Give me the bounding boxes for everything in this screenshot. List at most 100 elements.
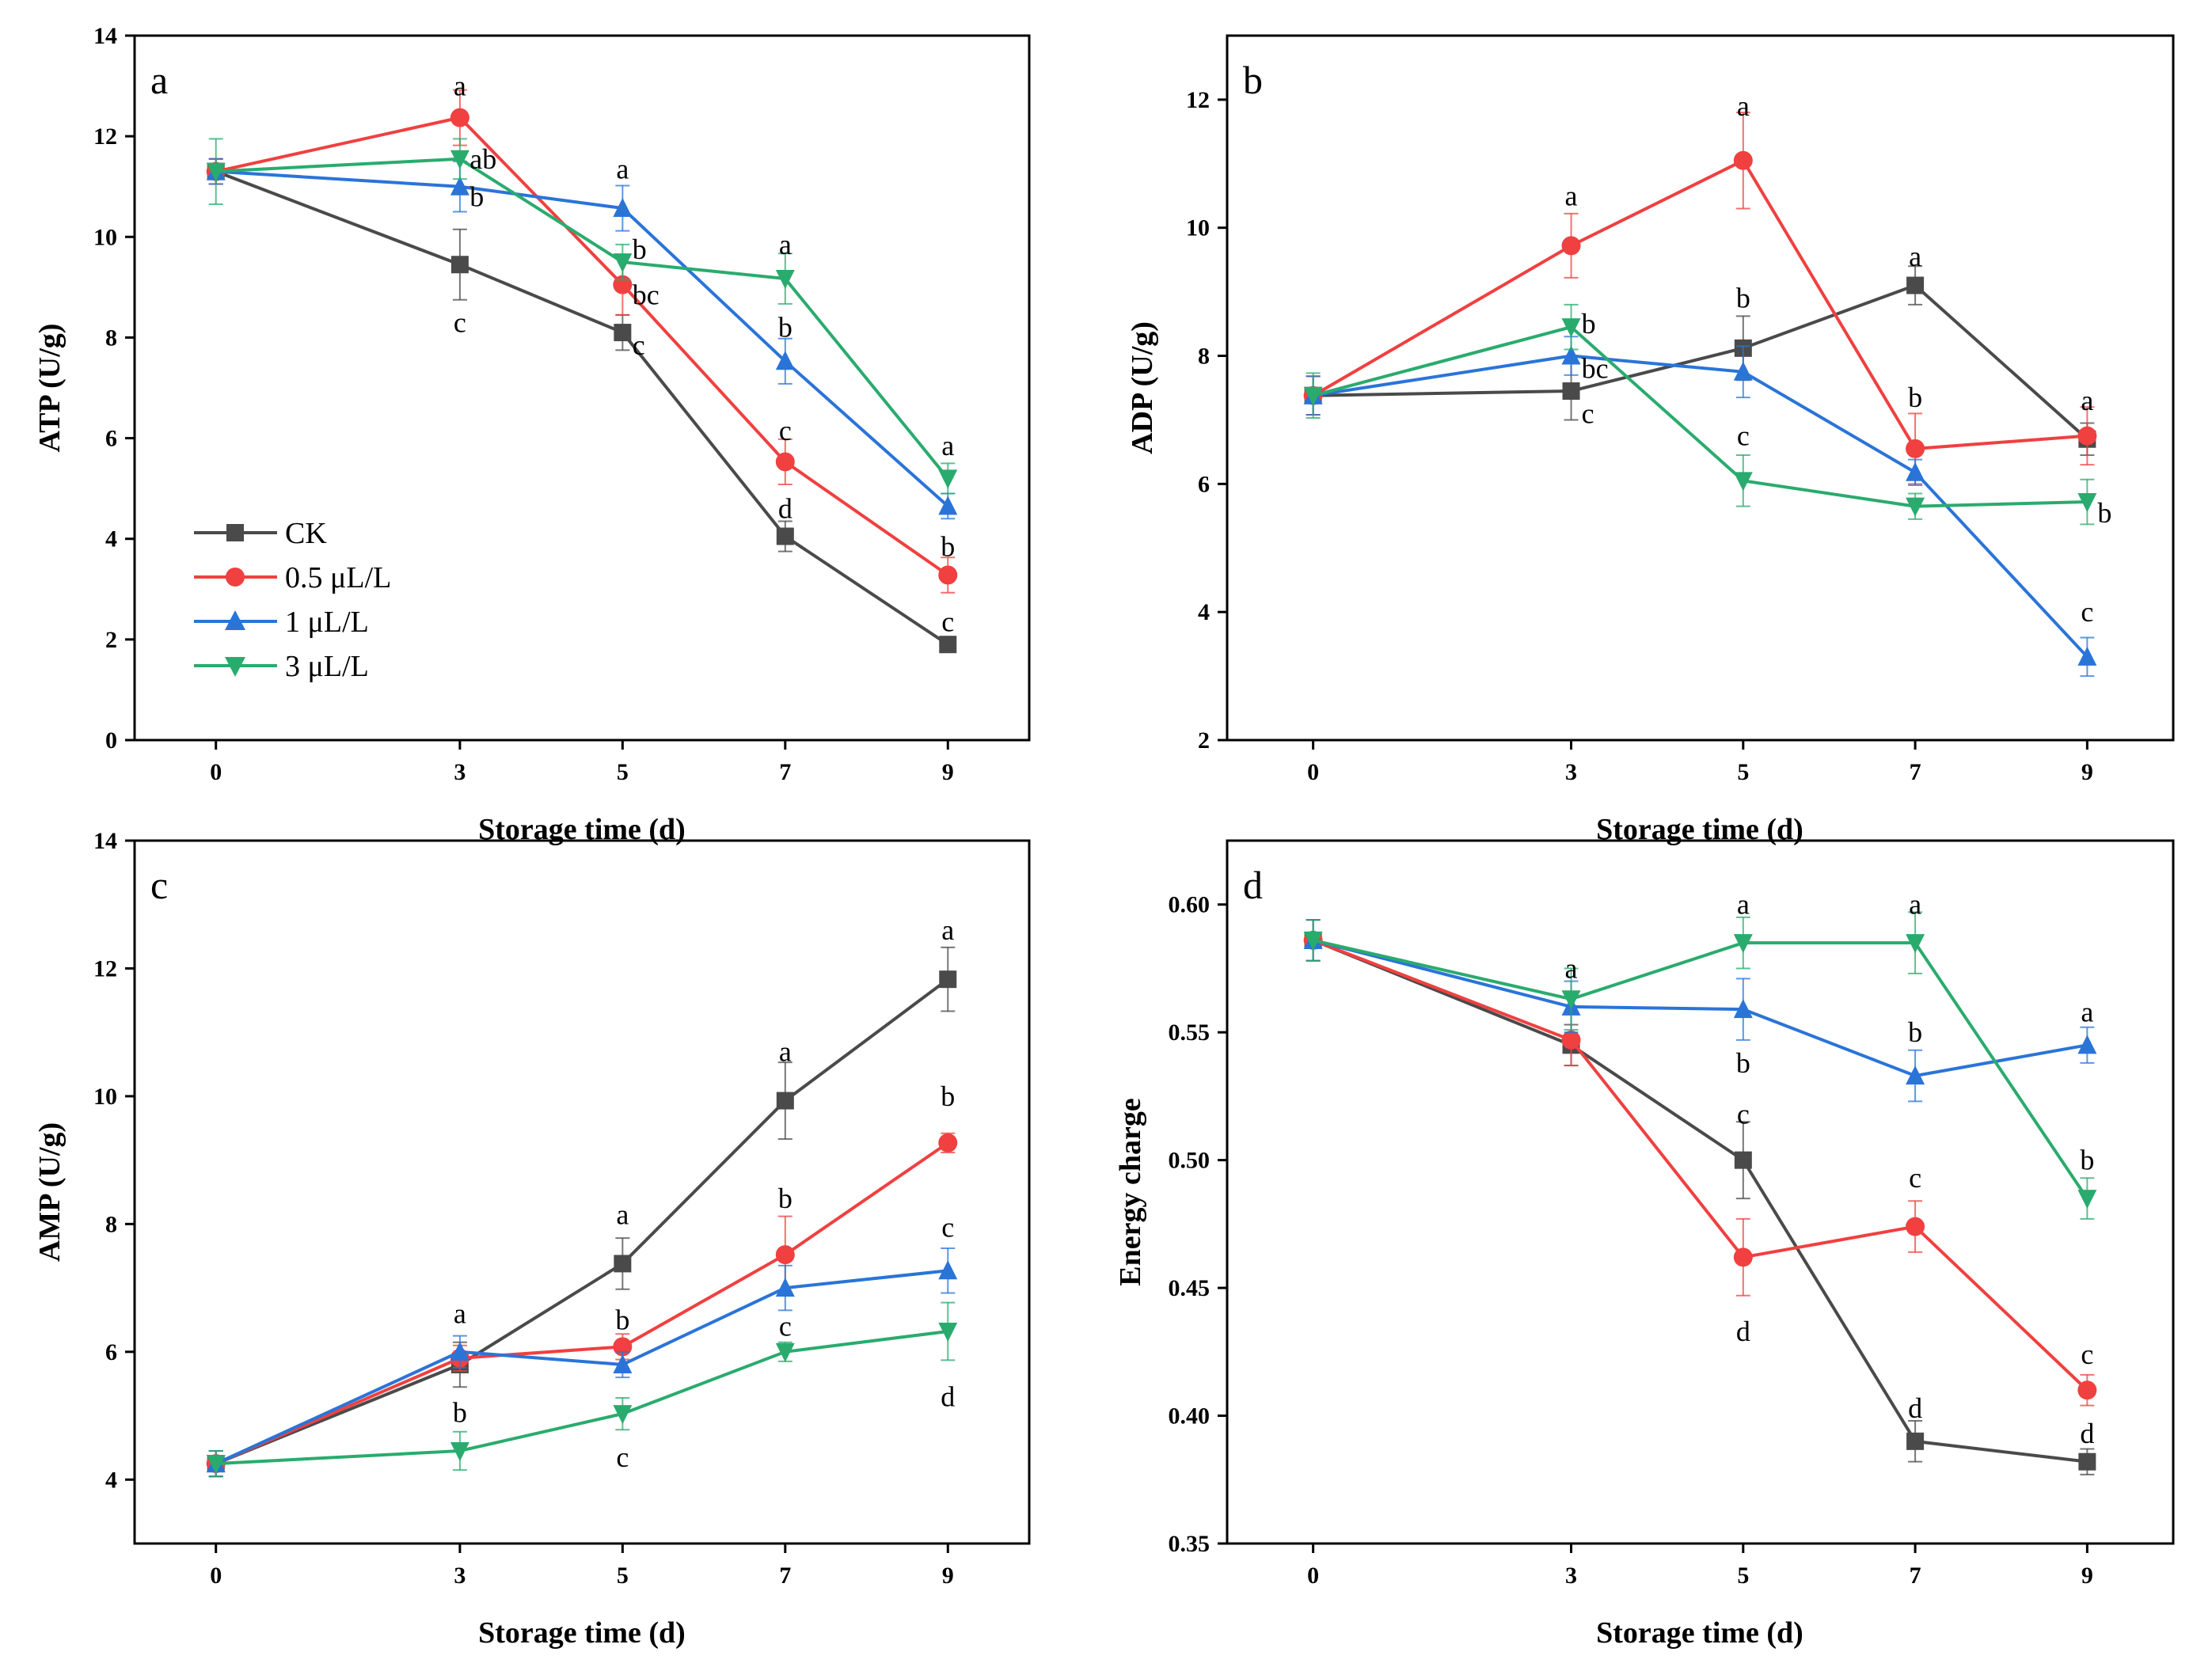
panel-a-y-tick-label: 0 (105, 727, 117, 754)
panel-a-y-tick-label: 12 (93, 123, 117, 150)
panel-d-x-tick-label: 5 (1737, 1563, 1749, 1589)
panel-b-point-ck (1562, 382, 1580, 401)
panel-b-x-tick-label: 3 (1565, 759, 1577, 785)
panel-d-series-3-ul-l (1303, 911, 2097, 1220)
panel-c-point-3-ul-l (450, 1441, 469, 1461)
panel-a-significance-letter: bc (633, 279, 659, 310)
panel-b-point-1-ul-l (1906, 461, 1925, 481)
panel-d-point-ck (1734, 1151, 1752, 1169)
panel-a-significance-letter: c (454, 306, 466, 338)
panel-d-point-3-ul-l (1733, 934, 1753, 954)
panel-c-point-3-ul-l (613, 1405, 633, 1425)
panel-c-point-1-ul-l (450, 1341, 469, 1361)
panel-a-significance-letter: a (616, 153, 629, 184)
panel-a-y-tick-label: 8 (105, 325, 117, 351)
panel-b-significance-letter: b (1582, 308, 1596, 340)
panel-d-significance-letter: d (1908, 1392, 1922, 1424)
panel-a-point-3-ul-l (613, 253, 633, 273)
panel-b-significance-letter: c (2081, 596, 2093, 628)
panel-a-letter: a (150, 58, 168, 102)
panel-b-point-3-ul-l (1733, 472, 1753, 492)
panel-b-axes: 0 3 5 7 9 2 4 6 8 10 12 (1186, 87, 2093, 785)
panel-c-point-3-ul-l (938, 1322, 958, 1342)
panel-d-point-0-5-ul-l (1906, 1217, 1925, 1236)
panel-a-significance-letter: ab (469, 143, 496, 175)
panel-b-y-tick-label: 6 (1198, 471, 1210, 497)
panel-d-x-tick-label: 3 (1565, 1563, 1577, 1589)
panel-d-point-1-ul-l (1733, 999, 1753, 1019)
panel-b-point-0-5-ul-l (1906, 439, 1925, 458)
panel-c-point-3-ul-l (775, 1342, 795, 1362)
panel-b-point-1-ul-l (1733, 361, 1753, 381)
panel-d-significance-letter: d (1736, 1316, 1750, 1347)
panel-b-point-3-ul-l (1906, 497, 1925, 517)
legend-item-ck: CK (194, 517, 327, 550)
panel-b-point-ck (1906, 276, 1925, 294)
panel-b-point-0-5-ul-l (1561, 236, 1581, 256)
panel-b-x-tick-label: 5 (1737, 759, 1749, 785)
panel-d-y-tick-label: 0.45 (1169, 1275, 1211, 1301)
panel-a-significance-letter: d (778, 493, 792, 525)
panel-c-significance-letter: a (616, 1198, 629, 1230)
panel-b-y-axis-title: ADP (U/g) (1126, 321, 1159, 454)
panel-c-x-axis-title: Storage time (d) (478, 1616, 686, 1650)
panel-d-y-tick-label: 0.60 (1169, 892, 1211, 918)
panel-b-significance-letter: c (1737, 420, 1750, 452)
panel-d-significance-letter: b (2080, 1145, 2094, 1176)
panel-d-significance-letter: a (1737, 889, 1750, 921)
panel-d-point-0-5-ul-l (1733, 1247, 1753, 1267)
panel-a-point-ck (776, 527, 794, 545)
panel-d-y-tick-label: 0.35 (1169, 1531, 1211, 1557)
legend-label-ck: CK (285, 517, 327, 550)
legend-item-0-5: 0.5 μL/L (194, 561, 391, 594)
panel-a-significance-letter: c (633, 329, 645, 361)
panel-a-point-1-ul-l (613, 198, 633, 218)
panel-b-x-tick-label: 7 (1910, 759, 1921, 785)
panel-b-y-tick-label: 8 (1198, 344, 1210, 370)
legend-label-3: 3 μL/L (285, 650, 369, 683)
panel-d-point-3-ul-l (1303, 931, 1323, 951)
panel-c-axes: 0 3 5 7 9 4 6 8 10 12 14 (93, 828, 954, 1589)
panel-a-significance-letter: b (633, 234, 647, 265)
panel-c-significance-letter: b (615, 1304, 629, 1335)
panel-d-x-tick-label: 7 (1910, 1563, 1921, 1589)
panel-c: c 0 3 5 7 9 4 6 8 10 12 14 a b a b c a b c a b c d Storage ti… (33, 828, 1031, 1650)
panel-d: d 0 3 5 7 90.350.400.450.500.550.60 aabcdabc… (1114, 839, 2175, 1650)
panel-c-significance-letter: c (616, 1441, 629, 1473)
panel-b-y-tick-label: 2 (1198, 727, 1210, 754)
panel-b-y-tick-label: 12 (1186, 87, 1210, 113)
panel-d-significance-letter: c (1909, 1162, 1921, 1194)
panel-d-point-ck (2078, 1452, 2096, 1471)
panel-b-significance-letter: c (1582, 397, 1594, 429)
panel-b-point-3-ul-l (2077, 493, 2097, 513)
panel-b-frame (1226, 34, 2175, 742)
panel-d-y-tick-label: 0.40 (1169, 1403, 1211, 1430)
panel-d-series-1-ul-l (1303, 919, 2097, 1103)
panel-b-significance-letter: a (2081, 385, 2093, 416)
panel-c-x-tick-label: 0 (210, 1563, 222, 1589)
panel-d-y-tick-label: 0.55 (1169, 1020, 1211, 1046)
panel-d-significance-letter: a (2081, 996, 2093, 1027)
panel-a-significance-letter: a (941, 430, 954, 461)
panel-c-significance-letter: d (941, 1380, 955, 1412)
panel-c-point-ck (939, 970, 957, 989)
panel-c-point-ck (776, 1092, 794, 1110)
legend-label-1: 1 μL/L (285, 606, 369, 639)
panel-c-significance-letter: b (778, 1183, 792, 1214)
panel-c-significance-letter: c (779, 1311, 792, 1342)
panel-a-significance-letter: c (941, 606, 954, 638)
panel-d-significance-letter: d (2080, 1418, 2094, 1449)
panel-b-significance-letter: b (1736, 283, 1750, 314)
panel-b-letter: b (1243, 58, 1263, 102)
panel-c-point-3-ul-l (206, 1455, 226, 1475)
panel-b-x-tick-label: 9 (2081, 759, 2093, 785)
panel-c-point-0-5-ul-l (938, 1133, 958, 1152)
panel-d-y-tick-label: 0.50 (1169, 1148, 1211, 1174)
panel-c-point-ck (614, 1255, 632, 1273)
panel-d-x-axis-title: Storage time (d) (1596, 1616, 1803, 1650)
panel-c-significance-letter: a (941, 914, 954, 946)
